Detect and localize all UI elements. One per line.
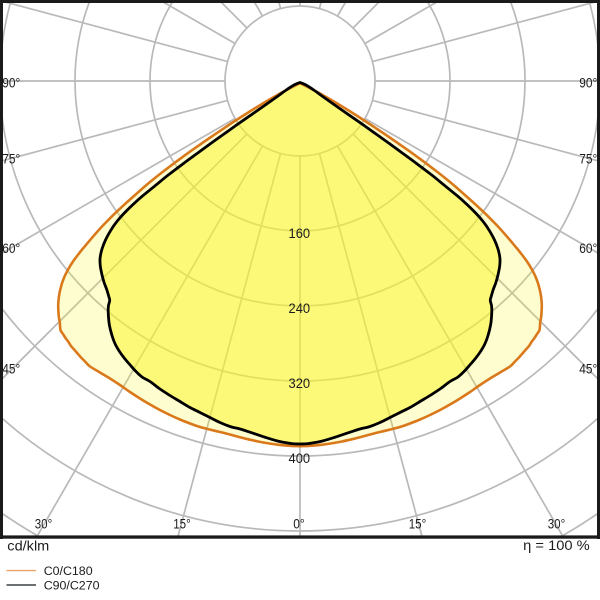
- svg-text:75°: 75°: [2, 151, 20, 166]
- svg-text:90°: 90°: [2, 75, 20, 90]
- svg-text:15°: 15°: [173, 516, 191, 531]
- svg-text:cd/klm: cd/klm: [7, 538, 49, 554]
- svg-text:η = 100 %: η = 100 %: [523, 537, 590, 553]
- svg-text:160: 160: [289, 226, 311, 241]
- svg-text:C90/C270: C90/C270: [44, 578, 100, 592]
- svg-text:30°: 30°: [35, 516, 53, 531]
- svg-text:400: 400: [289, 451, 311, 466]
- svg-text:60°: 60°: [579, 241, 597, 256]
- svg-text:15°: 15°: [409, 516, 427, 531]
- svg-text:60°: 60°: [2, 241, 20, 256]
- svg-text:0°: 0°: [293, 516, 305, 531]
- svg-text:45°: 45°: [2, 361, 20, 376]
- svg-text:45°: 45°: [579, 361, 597, 376]
- svg-text:90°: 90°: [579, 75, 597, 90]
- svg-text:C0/C180: C0/C180: [44, 564, 93, 578]
- svg-text:240: 240: [289, 301, 311, 316]
- svg-text:75°: 75°: [579, 151, 597, 166]
- svg-text:320: 320: [289, 376, 311, 391]
- svg-text:30°: 30°: [548, 516, 566, 531]
